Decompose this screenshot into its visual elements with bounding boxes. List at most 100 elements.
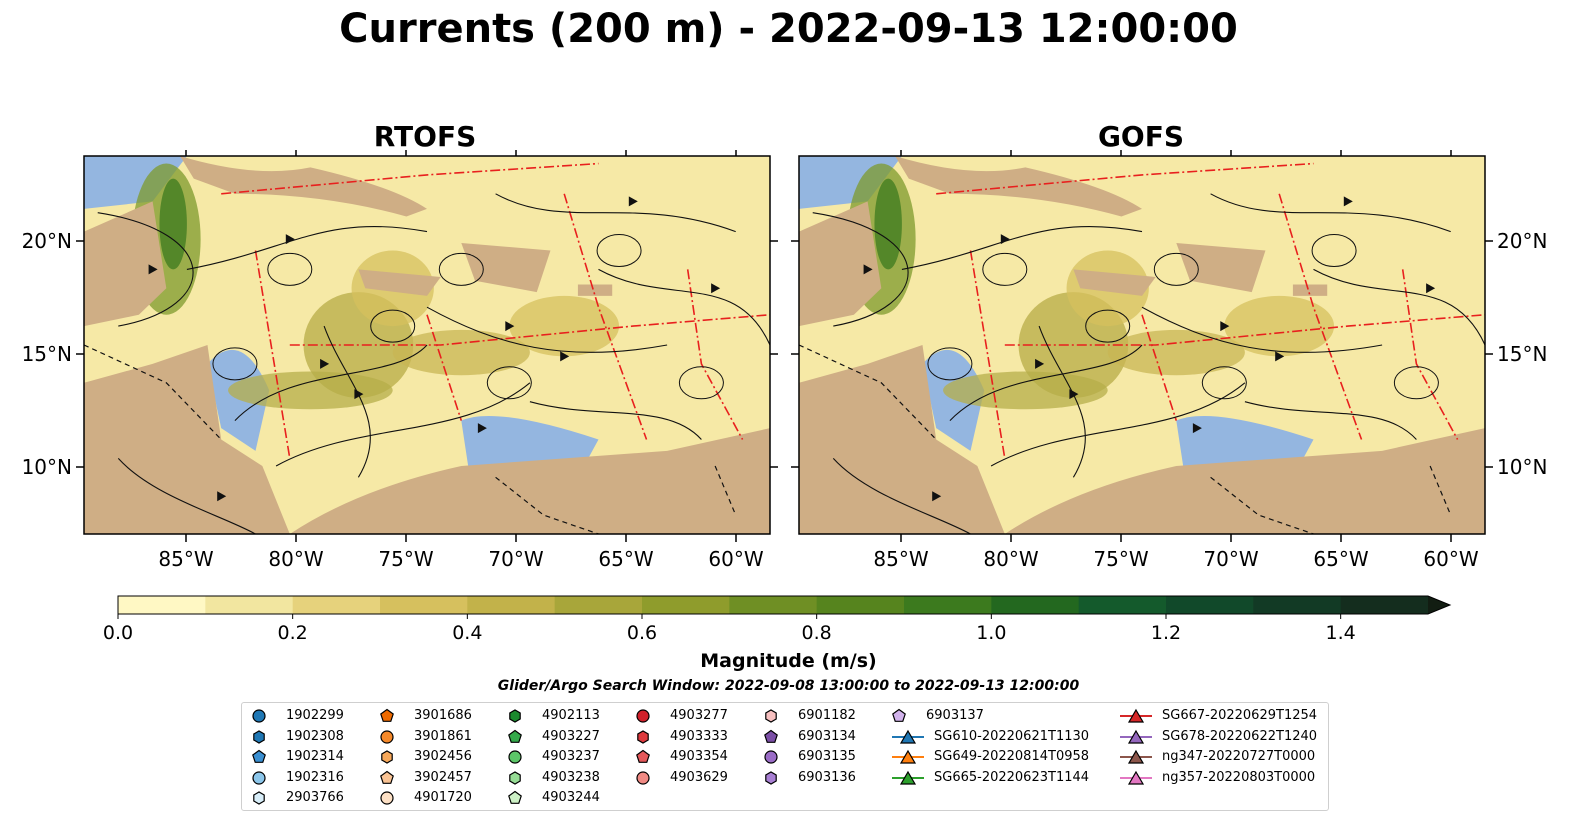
colorbar-segment <box>1078 596 1167 614</box>
y-tick-label: 20°N <box>22 229 72 253</box>
legend-label: 6901182 <box>798 708 856 723</box>
x-tick-label: 80°W <box>983 547 1038 571</box>
x-tick-label: 70°W <box>1203 547 1258 571</box>
circle-marker-icon <box>252 709 266 723</box>
figure-title: Currents (200 m) - 2022-09-13 12:00:00 <box>339 6 1238 52</box>
legend-label: 2903766 <box>286 790 344 805</box>
colorbar-segment <box>292 596 381 614</box>
colorbar-tick-label: 1.4 <box>1326 622 1356 644</box>
pentagon-marker-icon <box>636 749 650 763</box>
legend-label: 1902316 <box>286 769 344 785</box>
hexagon-marker-icon <box>765 770 777 785</box>
x-tick-label: 85°W <box>158 547 213 571</box>
legend-label: 4903629 <box>670 769 728 785</box>
pentagon-marker-icon <box>380 770 394 784</box>
triangle-line-marker-icon <box>892 770 924 785</box>
legend-label: 4901720 <box>414 790 472 805</box>
y-tick-label: 20°N <box>1497 229 1547 253</box>
map-frame-gofs <box>798 155 1486 535</box>
legend-label: SG678-20220622T1240 <box>1162 728 1318 744</box>
legend-label: 1902299 <box>286 708 344 723</box>
colorbar-segment <box>1340 596 1429 614</box>
colorbar-tick-label: 0.2 <box>278 622 308 644</box>
colorbar-extend-arrow <box>1428 596 1450 614</box>
circle-marker-icon <box>252 770 266 785</box>
pentagon-marker-icon <box>380 708 394 722</box>
colorbar-segment <box>991 596 1080 614</box>
circle-marker-icon <box>764 750 778 764</box>
colorbar-tick-label: 1.2 <box>1151 622 1181 644</box>
legend-label: 4903227 <box>542 728 600 744</box>
legend-label: SG667-20220629T1254 <box>1162 708 1318 723</box>
colorbar-segment <box>380 596 468 614</box>
hexagon-marker-icon <box>381 750 393 764</box>
map-gofs <box>799 156 1485 534</box>
hexagon-marker-icon <box>637 729 649 744</box>
y-tick-label: 10°N <box>22 455 72 479</box>
x-tick-label: 65°W <box>1313 547 1368 571</box>
triangle-line-marker-icon <box>1120 749 1152 764</box>
triangle-line-marker-icon <box>1120 729 1152 744</box>
map-rtofs <box>84 156 770 534</box>
panel-title-gofs: GOFS <box>1097 120 1185 153</box>
legend-label: SG610-20220621T1130 <box>934 728 1090 744</box>
legend-label: 3901861 <box>414 728 472 744</box>
hexagon-marker-icon <box>253 729 265 744</box>
colorbar-tick-label: 1.0 <box>976 622 1006 644</box>
colorbar-tick-label: 0.8 <box>802 622 832 644</box>
colorbar-segment <box>554 596 643 614</box>
map-panels: 85°W 80°W 75°W 70°W 65°W 60°W 20°N 15°N 10°N 85°W… <box>22 150 1547 571</box>
circle-marker-icon <box>380 791 394 805</box>
colorbar-segment <box>1253 596 1342 614</box>
triangle-line-marker-icon <box>892 729 924 744</box>
legend-label: 4903237 <box>542 749 600 764</box>
colorbar-tick-label: 0.4 <box>452 622 482 644</box>
circle-marker-icon <box>380 729 394 744</box>
colorbar-segment <box>205 596 294 614</box>
colorbar-segment <box>467 596 556 614</box>
triangle-line-marker-icon <box>892 749 924 764</box>
hexagon-marker-icon <box>509 770 521 785</box>
search-window-text: Glider/Argo Search Window: 2022-09-08 13… <box>497 678 1080 694</box>
y-tick-label: 10°N <box>1497 455 1547 479</box>
legend-label: 4902113 <box>542 708 600 723</box>
legend-label: 4903354 <box>670 749 728 764</box>
legend-label: SG665-20220623T1144 <box>934 769 1090 785</box>
circle-marker-icon <box>636 709 650 723</box>
pentagon-marker-icon <box>252 749 266 763</box>
colorbar-segment <box>1166 596 1254 614</box>
x-tick-label: 75°W <box>1093 547 1148 571</box>
pentagon-marker-icon <box>764 729 778 743</box>
x-tick-label: 85°W <box>873 547 928 571</box>
colorbar-segment <box>118 596 206 614</box>
legend-label: 4903238 <box>542 769 600 785</box>
circle-marker-icon <box>508 750 522 764</box>
colorbar-tick-label: 0.6 <box>627 622 657 644</box>
legend-label: 3902457 <box>414 769 472 785</box>
legend-label: 3902456 <box>414 749 472 764</box>
colorbar-tick-label: 0.0 <box>103 622 133 644</box>
legend-label: 4903277 <box>670 708 728 723</box>
panel-title-rtofs: RTOFS <box>373 120 477 153</box>
x-tick-label: 65°W <box>598 547 653 571</box>
legend-label: 1902308 <box>286 728 344 744</box>
colorbar: 0.0 0.2 0.4 0.6 0.8 1.0 1.2 1.4 <box>103 595 1452 644</box>
legend-label: 1902314 <box>286 749 344 764</box>
legend-label: ng347-20220727T0000 <box>1162 749 1316 764</box>
y-tick-label: 15°N <box>22 342 72 366</box>
pentagon-marker-icon <box>892 708 906 722</box>
legend-label: 4903244 <box>542 790 600 805</box>
pentagon-marker-icon <box>508 729 522 743</box>
colorbar-segment <box>904 596 992 614</box>
triangle-line-marker-icon <box>1120 770 1152 785</box>
hexagon-marker-icon <box>509 709 521 723</box>
x-tick-label: 60°W <box>708 547 763 571</box>
pentagon-marker-icon <box>508 790 522 804</box>
hexagon-marker-icon <box>253 791 265 805</box>
colorbar-segment <box>642 596 730 614</box>
map-frame-rtofs <box>83 155 771 535</box>
hexagon-marker-icon <box>765 709 777 723</box>
x-tick-label: 70°W <box>488 547 543 571</box>
colorbar-segment <box>816 596 905 614</box>
legend-label: 6903136 <box>798 769 856 785</box>
